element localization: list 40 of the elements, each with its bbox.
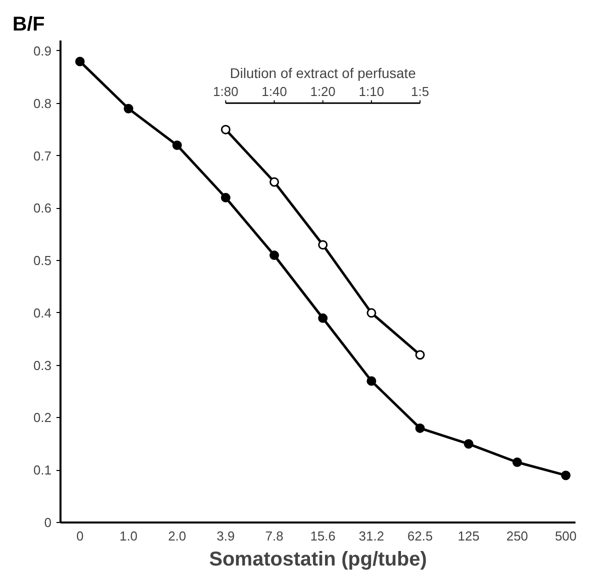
x-tick-label: 250	[506, 528, 528, 544]
point	[124, 104, 134, 114]
y-tick-label: 0	[44, 515, 52, 530]
point	[366, 376, 376, 386]
annotation: 1:80	[213, 84, 238, 100]
y-tick-label: 0.8	[33, 96, 52, 111]
point	[415, 423, 425, 433]
x-tick-label: 2.0	[168, 528, 186, 544]
y-tick-label: 0.6	[33, 200, 52, 216]
point	[512, 458, 522, 467]
y-tick-label: 0.4	[33, 305, 52, 320]
point	[464, 439, 474, 449]
point	[318, 313, 328, 323]
x-tick-label: 1.0	[119, 528, 138, 544]
y-tick-label: 0.7	[33, 148, 52, 164]
point	[270, 250, 280, 260]
x-tick-label: 62.5	[407, 528, 433, 544]
annotation: 1:40	[262, 84, 287, 100]
annotation: 1:20	[310, 84, 336, 100]
x-tick-label: 15.6	[310, 528, 336, 544]
annotation: Dilution of extract of perfusate	[230, 65, 416, 82]
y-tick-label: 0.5	[33, 253, 52, 268]
y-axis-title: B/F	[12, 14, 45, 36]
annotation: 1:5	[410, 84, 430, 100]
x-tick-label: 500	[554, 528, 577, 544]
x-tick-label: 3.9	[216, 528, 235, 544]
y-tick-label: 0.9	[33, 43, 52, 58]
annotation: 1:10	[358, 84, 384, 100]
point	[561, 470, 571, 480]
y-tick-label: 0.2	[33, 410, 52, 426]
point	[220, 192, 230, 202]
y-tick-label: 0.1	[33, 462, 52, 478]
x-axis-title: Somatostatin (pg/tube)	[209, 548, 427, 570]
point	[75, 56, 85, 66]
point	[172, 140, 182, 150]
x-tick-label: 7.8	[265, 528, 284, 544]
x-tick-label: 0	[76, 528, 84, 544]
y-tick-label: 0.3	[33, 358, 52, 373]
x-tick-label: 125	[458, 528, 480, 544]
x-tick-label: 31.2	[358, 528, 384, 544]
